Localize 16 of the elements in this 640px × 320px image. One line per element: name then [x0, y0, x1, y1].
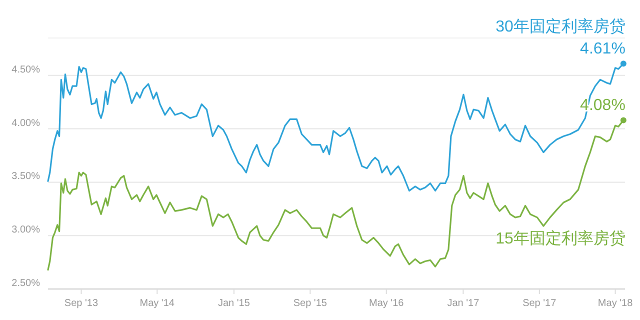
x-tick-label: Sep '17: [522, 298, 557, 309]
x-tick-label: Sep '13: [64, 298, 98, 309]
y-tick-label: 3.00%: [12, 224, 40, 236]
annotation: 4.61%: [580, 40, 626, 58]
series-label: 15年固定利率房贷: [496, 230, 626, 248]
series-label: 30年固定利率房贷: [496, 18, 626, 36]
x-tick-label: May '16: [369, 298, 404, 309]
x-tick-label: May '18: [598, 298, 634, 309]
y-tick-label: 4.50%: [12, 64, 40, 76]
x-tick-label: Jan '17: [447, 298, 480, 309]
x-tick-label: Sep '15: [293, 298, 328, 309]
y-tick-label: 4.00%: [12, 118, 40, 129]
x-tick-label: Jan '15: [218, 298, 250, 309]
x-tick-label: May '14: [140, 298, 175, 309]
y-tick-label: 2.50%: [12, 278, 40, 289]
y-tick-label: 3.50%: [12, 171, 40, 182]
